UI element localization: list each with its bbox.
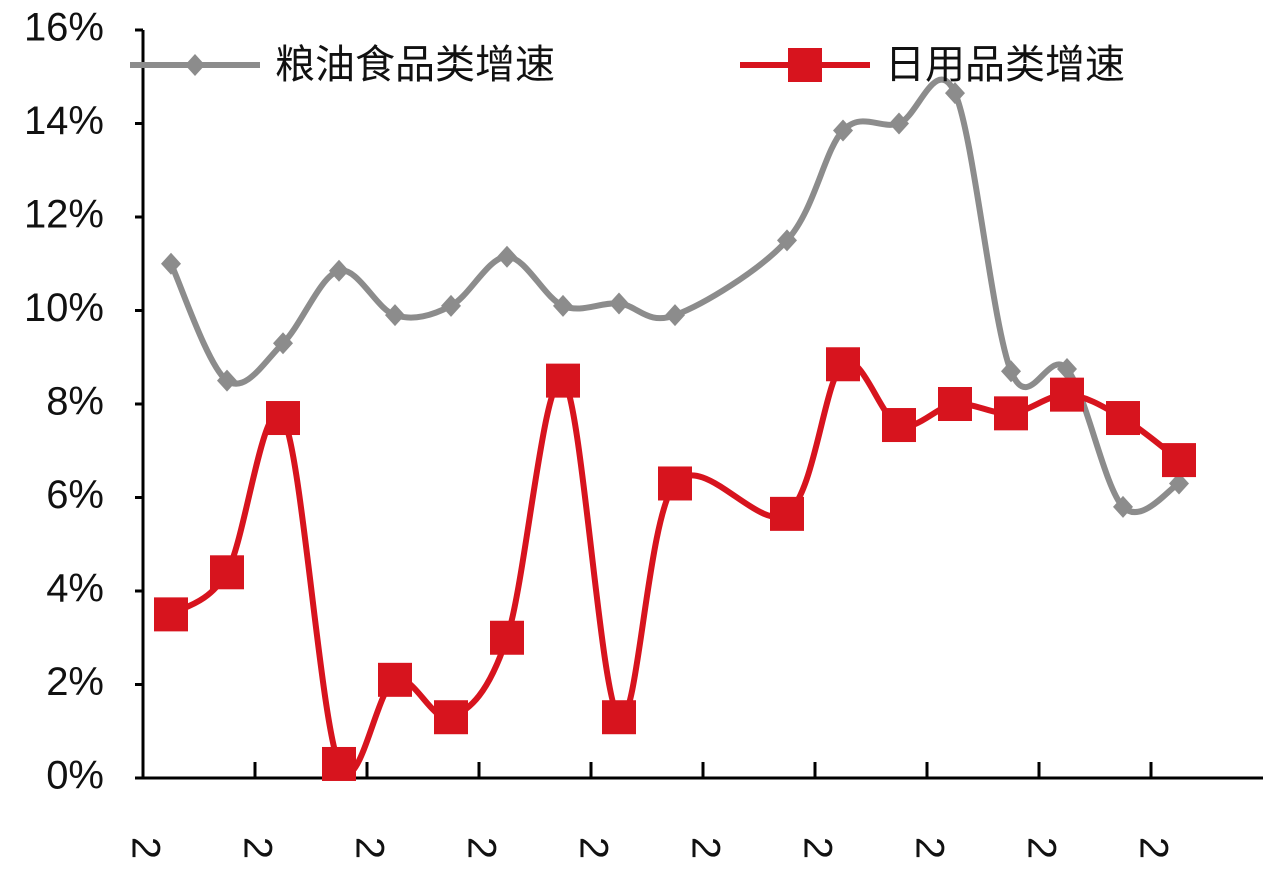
point-marker bbox=[266, 401, 300, 436]
point-marker bbox=[770, 496, 804, 531]
point-marker bbox=[161, 252, 181, 275]
point-marker bbox=[154, 597, 188, 632]
point-marker bbox=[777, 229, 797, 252]
x-tick-label: 2 bbox=[907, 837, 951, 859]
y-tick-label: 12% bbox=[24, 193, 104, 237]
y-tick-label: 16% bbox=[24, 6, 104, 50]
point-marker bbox=[378, 662, 412, 697]
y-tick-label: 4% bbox=[46, 567, 104, 611]
x-tick-label: 2 bbox=[123, 837, 167, 859]
point-marker bbox=[658, 466, 692, 501]
point-marker bbox=[441, 294, 461, 317]
x-tick-label: 2 bbox=[347, 837, 391, 859]
point-marker bbox=[553, 294, 573, 317]
point-marker bbox=[889, 112, 909, 135]
point-marker bbox=[210, 555, 244, 590]
y-tick-label: 10% bbox=[24, 286, 104, 330]
point-marker bbox=[434, 700, 468, 735]
x-tick-label: 2 bbox=[795, 837, 839, 859]
x-tick-label: 2 bbox=[1131, 837, 1175, 859]
x-tick-label: 2 bbox=[1019, 837, 1063, 859]
y-tick-label: 8% bbox=[46, 380, 104, 424]
point-marker bbox=[1050, 377, 1084, 412]
point-marker bbox=[1169, 472, 1189, 495]
point-marker bbox=[1057, 357, 1077, 380]
point-marker bbox=[602, 700, 636, 735]
series-line bbox=[168, 76, 1181, 516]
point-marker bbox=[385, 304, 405, 327]
point-marker bbox=[497, 245, 517, 268]
y-tick-label: 2% bbox=[46, 660, 104, 704]
point-marker bbox=[273, 332, 293, 355]
point-marker bbox=[938, 387, 972, 421]
y-tick-label: 14% bbox=[24, 99, 104, 143]
x-tick-label: 2 bbox=[459, 837, 503, 859]
point-marker bbox=[1162, 443, 1196, 478]
y-tick-label: 6% bbox=[46, 473, 104, 517]
point-marker bbox=[826, 347, 860, 382]
point-marker bbox=[1001, 360, 1021, 383]
point-marker bbox=[490, 620, 524, 655]
legend-marker bbox=[788, 48, 822, 82]
y-tick-label: 0% bbox=[46, 754, 104, 798]
x-tick-label: 2 bbox=[235, 837, 279, 859]
point-marker bbox=[833, 119, 853, 142]
legend-marker bbox=[185, 54, 205, 76]
legend-label: 日用品类增速 bbox=[885, 42, 1125, 88]
point-marker bbox=[322, 746, 356, 781]
point-marker bbox=[994, 396, 1028, 431]
legend-label: 粮油食品类增速 bbox=[275, 42, 555, 88]
point-marker bbox=[665, 304, 685, 327]
point-marker bbox=[882, 408, 916, 443]
point-marker bbox=[329, 259, 349, 282]
point-marker bbox=[945, 82, 965, 105]
x-tick-label: 2 bbox=[683, 837, 727, 859]
point-marker bbox=[1113, 495, 1133, 518]
point-marker bbox=[546, 363, 580, 398]
point-marker bbox=[1106, 401, 1140, 436]
x-tick-label: 2 bbox=[571, 837, 615, 859]
point-marker bbox=[609, 292, 629, 315]
point-marker bbox=[217, 369, 237, 392]
